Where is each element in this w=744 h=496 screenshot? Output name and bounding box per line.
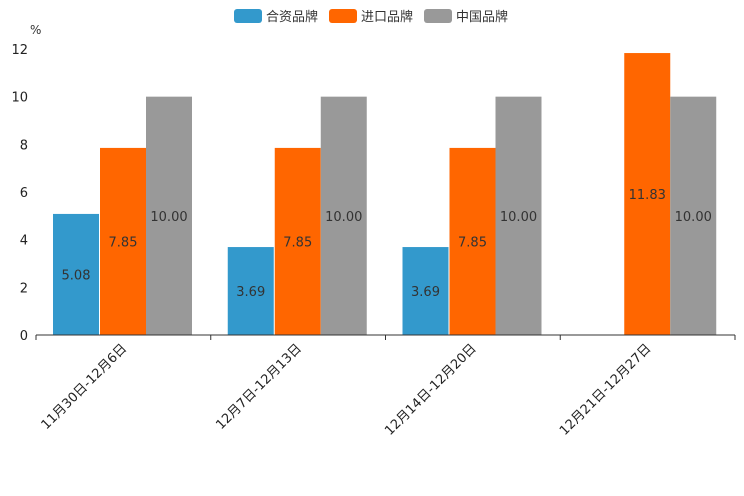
bar-data-labels: 5.08 7.85 10.00 3.69 7.85 10.00 3.69 7.85 10.00 1… bbox=[62, 188, 712, 300]
bar-value-label: 3.69 bbox=[236, 285, 265, 300]
y-tick-label: 10 bbox=[11, 91, 28, 106]
bar-value-label: 7.85 bbox=[109, 235, 138, 250]
y-tick-label: 6 bbox=[20, 186, 28, 201]
y-axis-ticks: 0 2 4 6 8 10 12 bbox=[11, 43, 28, 344]
x-tick-label: 12月14日-12月20日 bbox=[382, 341, 479, 438]
y-tick-label: 12 bbox=[11, 43, 28, 58]
bar-value-label: 10.00 bbox=[325, 210, 362, 225]
x-tick-label: 12月21日-12月27日 bbox=[557, 341, 654, 438]
bar[interactable] bbox=[670, 96, 717, 336]
y-tick-label: 0 bbox=[20, 329, 28, 344]
x-tick-label: 12月7日-12月13日 bbox=[213, 341, 305, 433]
bar-series bbox=[53, 53, 717, 336]
x-tick-label: 11月30日-12月6日 bbox=[39, 341, 131, 433]
bar-value-label: 3.69 bbox=[411, 285, 440, 300]
y-tick-label: 4 bbox=[20, 234, 28, 249]
bar-value-label: 7.85 bbox=[458, 235, 487, 250]
legend-item[interactable]: 进口品牌 bbox=[329, 9, 413, 25]
bar-value-label: 10.00 bbox=[675, 210, 712, 225]
bar[interactable] bbox=[53, 213, 99, 335]
bar-value-label: 5.08 bbox=[62, 268, 91, 283]
legend-swatch bbox=[329, 9, 357, 23]
legend-label: 进口品牌 bbox=[361, 9, 413, 25]
bar[interactable] bbox=[402, 247, 449, 335]
x-axis-ticks: 11月30日-12月6日 12月7日-12月13日 12月14日-12月20日 12月… bbox=[35, 335, 736, 439]
bar-value-label: 10.00 bbox=[150, 210, 187, 225]
bar-value-label: 7.85 bbox=[283, 235, 312, 250]
bar[interactable] bbox=[449, 147, 496, 335]
y-axis-unit: % bbox=[30, 23, 41, 37]
legend-swatch bbox=[234, 9, 262, 23]
bar-value-label: 11.83 bbox=[629, 188, 666, 203]
legend-swatch bbox=[424, 9, 452, 23]
bar[interactable] bbox=[100, 147, 146, 335]
bar[interactable] bbox=[320, 96, 367, 336]
bar-value-label: 10.00 bbox=[500, 210, 537, 225]
legend-label: 合资品牌 bbox=[266, 9, 318, 25]
bar[interactable] bbox=[624, 53, 671, 335]
bar[interactable] bbox=[495, 96, 542, 336]
bar[interactable] bbox=[227, 247, 274, 335]
bar[interactable] bbox=[274, 147, 321, 335]
y-tick-label: 2 bbox=[20, 281, 28, 296]
chart-legend: 合资品牌 进口品牌 中国品牌 bbox=[234, 9, 508, 25]
legend-item[interactable]: 中国品牌 bbox=[424, 9, 508, 25]
y-tick-label: 8 bbox=[20, 138, 28, 153]
legend-label: 中国品牌 bbox=[456, 9, 508, 25]
bar[interactable] bbox=[146, 96, 192, 336]
legend-item[interactable]: 合资品牌 bbox=[234, 9, 318, 25]
